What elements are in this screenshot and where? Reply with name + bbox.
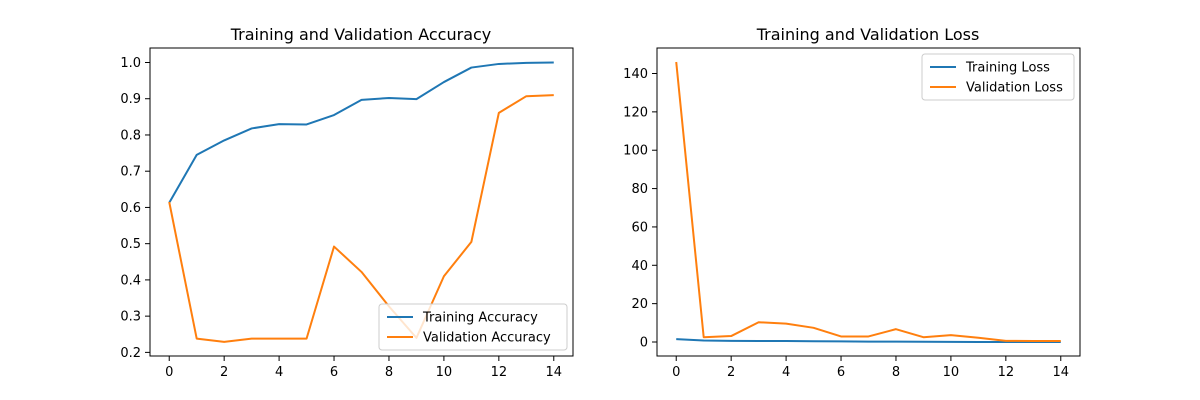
- y-tick-label: 0.8: [120, 128, 141, 143]
- x-tick-label: 10: [943, 365, 960, 380]
- axes-frame: [149, 47, 574, 357]
- x-tick-label: 10: [436, 365, 453, 380]
- legend: Training Accuracy Validation Accuracy: [378, 303, 568, 351]
- y-tick-label: 80: [631, 182, 648, 197]
- y-tick-label: 0.2: [120, 346, 141, 361]
- accuracy-chart: Training and Validation Accuracy 0 2 4 6 8 10…: [120, 25, 574, 380]
- legend-label: Training Loss: [965, 61, 1050, 76]
- x-tick-label: 14: [545, 365, 562, 380]
- y-tick-label: 60: [631, 220, 648, 235]
- legend: Training Loss Validation Loss: [921, 53, 1075, 101]
- y-tick-label: 0.5: [120, 237, 141, 252]
- y-tick-label: 100: [623, 144, 648, 159]
- x-tick-label: 12: [491, 365, 508, 380]
- loss-chart-title: Training and Validation Loss: [756, 25, 980, 44]
- x-tick-label: 6: [330, 365, 338, 380]
- y-tick-label: 0.7: [120, 165, 141, 180]
- y-tick-label: 140: [623, 67, 648, 82]
- legend-label: Validation Loss: [966, 81, 1063, 96]
- x-tick-label: 0: [165, 365, 173, 380]
- legend-label: Training Accuracy: [422, 311, 538, 326]
- y-tick-label: 1.0: [120, 56, 141, 71]
- x-tick-label: 6: [837, 365, 845, 380]
- x-tick-label: 4: [782, 365, 790, 380]
- legend-box: [378, 303, 568, 351]
- y-tick-label: 0: [640, 336, 648, 351]
- y-tick-label: 40: [631, 259, 648, 274]
- x-tick-label: 14: [1052, 365, 1069, 380]
- y-tick-label: 0.3: [120, 310, 141, 325]
- accuracy-chart-title: Training and Validation Accuracy: [230, 25, 492, 44]
- y-tick-label: 0.6: [120, 201, 141, 216]
- series-line-training-loss: [676, 338, 1061, 343]
- legend-label: Validation Accuracy: [423, 331, 551, 346]
- y-tick-label: 120: [623, 105, 648, 120]
- x-tick-label: 0: [672, 365, 680, 380]
- x-tick-label: 8: [892, 365, 900, 380]
- series-line-training-accuracy: [168, 61, 554, 204]
- axes-frame: [656, 47, 1081, 357]
- series-line-validation-accuracy: [168, 94, 554, 343]
- x-tick-label: 4: [275, 365, 283, 380]
- x-tick-label: 2: [727, 365, 735, 380]
- y-tick-label: 20: [631, 297, 648, 312]
- y-tick-label: 0.4: [120, 273, 141, 288]
- series-line-validation-loss: [675, 61, 1061, 343]
- x-tick-label: 2: [220, 365, 228, 380]
- legend-box: [921, 53, 1075, 101]
- x-tick-label: 8: [385, 365, 393, 380]
- loss-chart: Training and Validation Loss 0 2 4 6 8 10 12 14…: [623, 25, 1081, 380]
- y-tick-label: 0.9: [120, 92, 141, 107]
- x-tick-label: 12: [998, 365, 1015, 380]
